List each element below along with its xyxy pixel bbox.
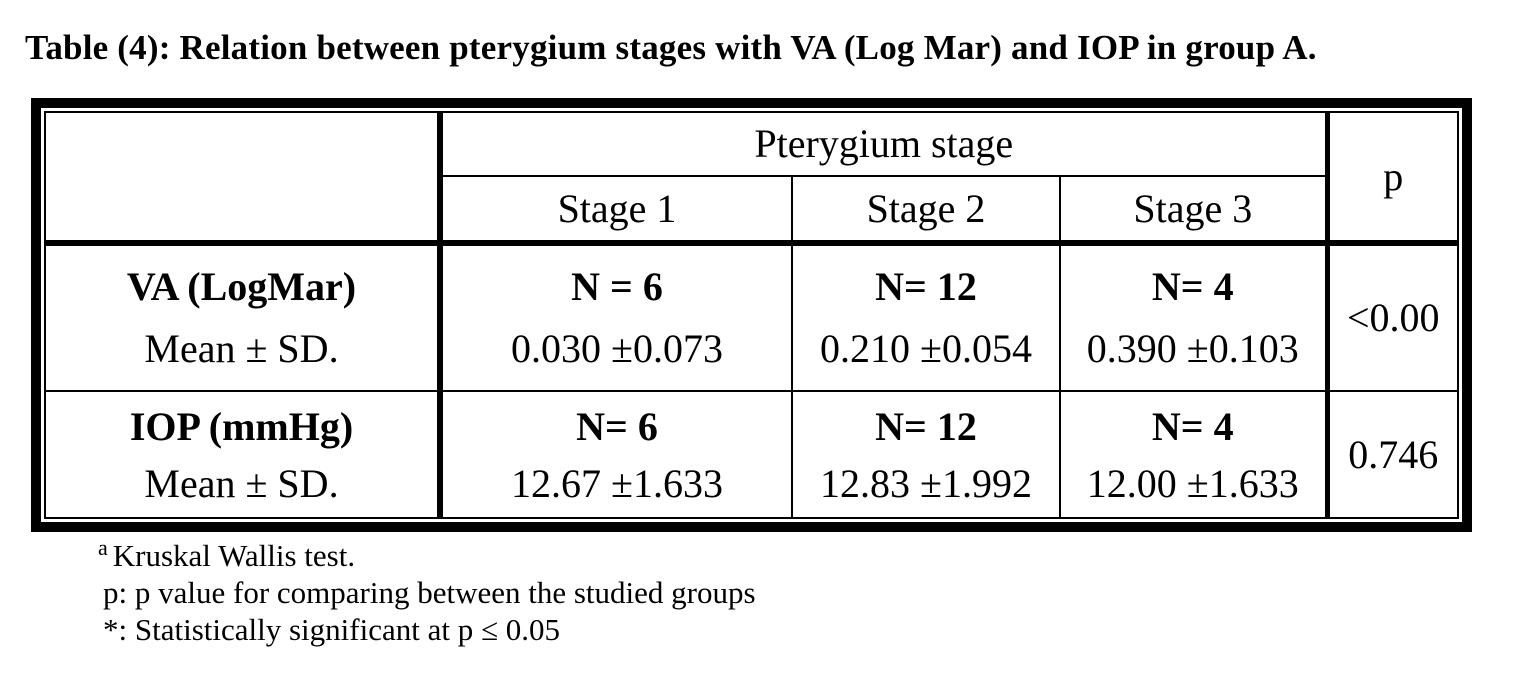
cell-iop-stage3-mean: 12.00 ±1.633: [1086, 460, 1299, 506]
footnote-test: a Kruskal Wallis test.: [98, 534, 756, 574]
cell-va-p-value: <0.00: [1327, 242, 1457, 393]
column-header-stage-1: Stage 1: [440, 175, 793, 246]
cell-iop-stage1: N= 6 12.67 ±1.633: [440, 391, 793, 517]
cell-va-stage2-n: N= 12: [875, 264, 977, 310]
cell-iop-stage2-n: N= 12: [875, 403, 977, 449]
cell-va-stage2: N= 12 0.210 ±0.054: [792, 242, 1061, 393]
cell-va-stage1-mean: 0.030 ±0.073: [511, 326, 723, 372]
column-header-stage-3: Stage 3: [1060, 175, 1330, 246]
footnote-significance: *: Statistically significant at p ≤ 0.05: [98, 611, 756, 648]
table-row-va: VA (LogMar) Mean ± SD. N = 6 0.030 ±0.07…: [46, 242, 1457, 393]
cell-va-stage2-mean: 0.210 ±0.054: [820, 326, 1032, 372]
footnote-significance-text: *: Statistically significant at p ≤ 0.05: [103, 612, 560, 647]
header-row-stages: Stage 1 Stage 2 Stage 3: [46, 175, 1457, 246]
footnote-test-text: Kruskal Wallis test.: [112, 538, 356, 573]
row-label-iop-title: IOP (mmHg): [129, 403, 354, 449]
footnotes: a Kruskal Wallis test. p: p value for com…: [98, 534, 756, 648]
cell-iop-p-value: 0.746: [1348, 432, 1439, 478]
footnote-p-text: p: p value for comparing between the stu…: [103, 575, 756, 610]
row-label-va-sublabel: Mean ± SD.: [144, 326, 339, 372]
table-caption: Table (4): Relation between pterygium st…: [25, 28, 1317, 67]
cell-iop-stage3-n: N= 4: [1151, 403, 1234, 449]
cell-va-stage3: N= 4 0.390 ±0.103: [1060, 242, 1330, 393]
cell-iop-stage2-mean: 12.83 ±1.992: [820, 460, 1032, 506]
footnote-test-superscript: a: [98, 534, 108, 560]
row-label-va-title: VA (LogMar): [126, 264, 357, 310]
table-inner-frame: Pterygium stage p Stage 1 Stage 2 Stage …: [44, 111, 1459, 519]
cell-iop-stage1-mean: 12.67 ±1.633: [511, 460, 723, 506]
corner-empty-cell: [46, 113, 443, 246]
pterygium-stage-table: Pterygium stage p Stage 1 Stage 2 Stage …: [46, 113, 1457, 517]
row-label-iop: IOP (mmHg) Mean ± SD.: [46, 391, 443, 517]
cell-va-stage3-mean: 0.390 ±0.103: [1086, 326, 1299, 372]
table-row-iop: IOP (mmHg) Mean ± SD. N= 6 12.67 ±1.633 …: [46, 391, 1457, 517]
group-header-pterygium-stage: Pterygium stage: [440, 113, 1330, 177]
cell-va-stage1: N = 6 0.030 ±0.073: [440, 242, 793, 393]
cell-va-stage3-n: N= 4: [1151, 264, 1234, 310]
cell-iop-stage1-n: N= 6: [576, 403, 658, 449]
footnote-p-definition: p: p value for comparing between the stu…: [98, 574, 756, 611]
header-row-group: Pterygium stage p: [46, 113, 1457, 246]
cell-iop-stage2: N= 12 12.83 ±1.992: [792, 391, 1061, 517]
cell-va-stage1-n: N = 6: [571, 264, 663, 310]
column-header-stage-2: Stage 2: [792, 175, 1061, 246]
table-outer-frame: Pterygium stage p Stage 1 Stage 2 Stage …: [31, 98, 1472, 532]
row-label-iop-sublabel: Mean ± SD.: [144, 460, 339, 506]
column-header-p: p: [1327, 113, 1457, 246]
row-label-va: VA (LogMar) Mean ± SD.: [46, 242, 443, 393]
cell-iop-stage3: N= 4 12.00 ±1.633: [1060, 391, 1330, 517]
